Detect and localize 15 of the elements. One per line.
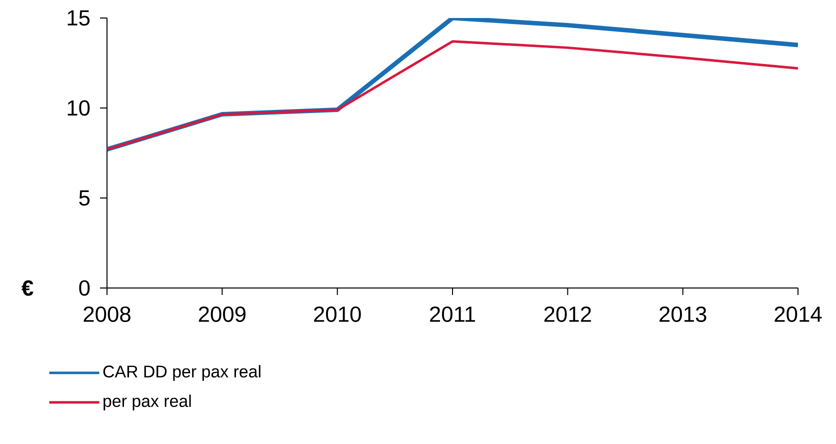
x-tick-label: 2012 [544, 306, 591, 322]
y-tick-label: 10 [68, 100, 90, 116]
x-tick-label: 2014 [774, 306, 822, 322]
line-series [107, 40, 798, 151]
legend-label: per pax real [104, 394, 191, 410]
x-tick-label: 2011 [430, 306, 476, 322]
x-tick-label: 2010 [314, 306, 361, 322]
x-tick-label: 2009 [198, 306, 246, 322]
x-tick-label: 2013 [660, 306, 706, 322]
y-tick-label: 15 [68, 10, 90, 26]
y-axis-title: € [22, 280, 34, 296]
x-tick-label: 2008 [84, 306, 130, 322]
legend-label: CAR DD per pax real [103, 365, 260, 381]
y-tick-label: 0 [79, 280, 90, 296]
y-tick-label: 5 [79, 190, 90, 206]
